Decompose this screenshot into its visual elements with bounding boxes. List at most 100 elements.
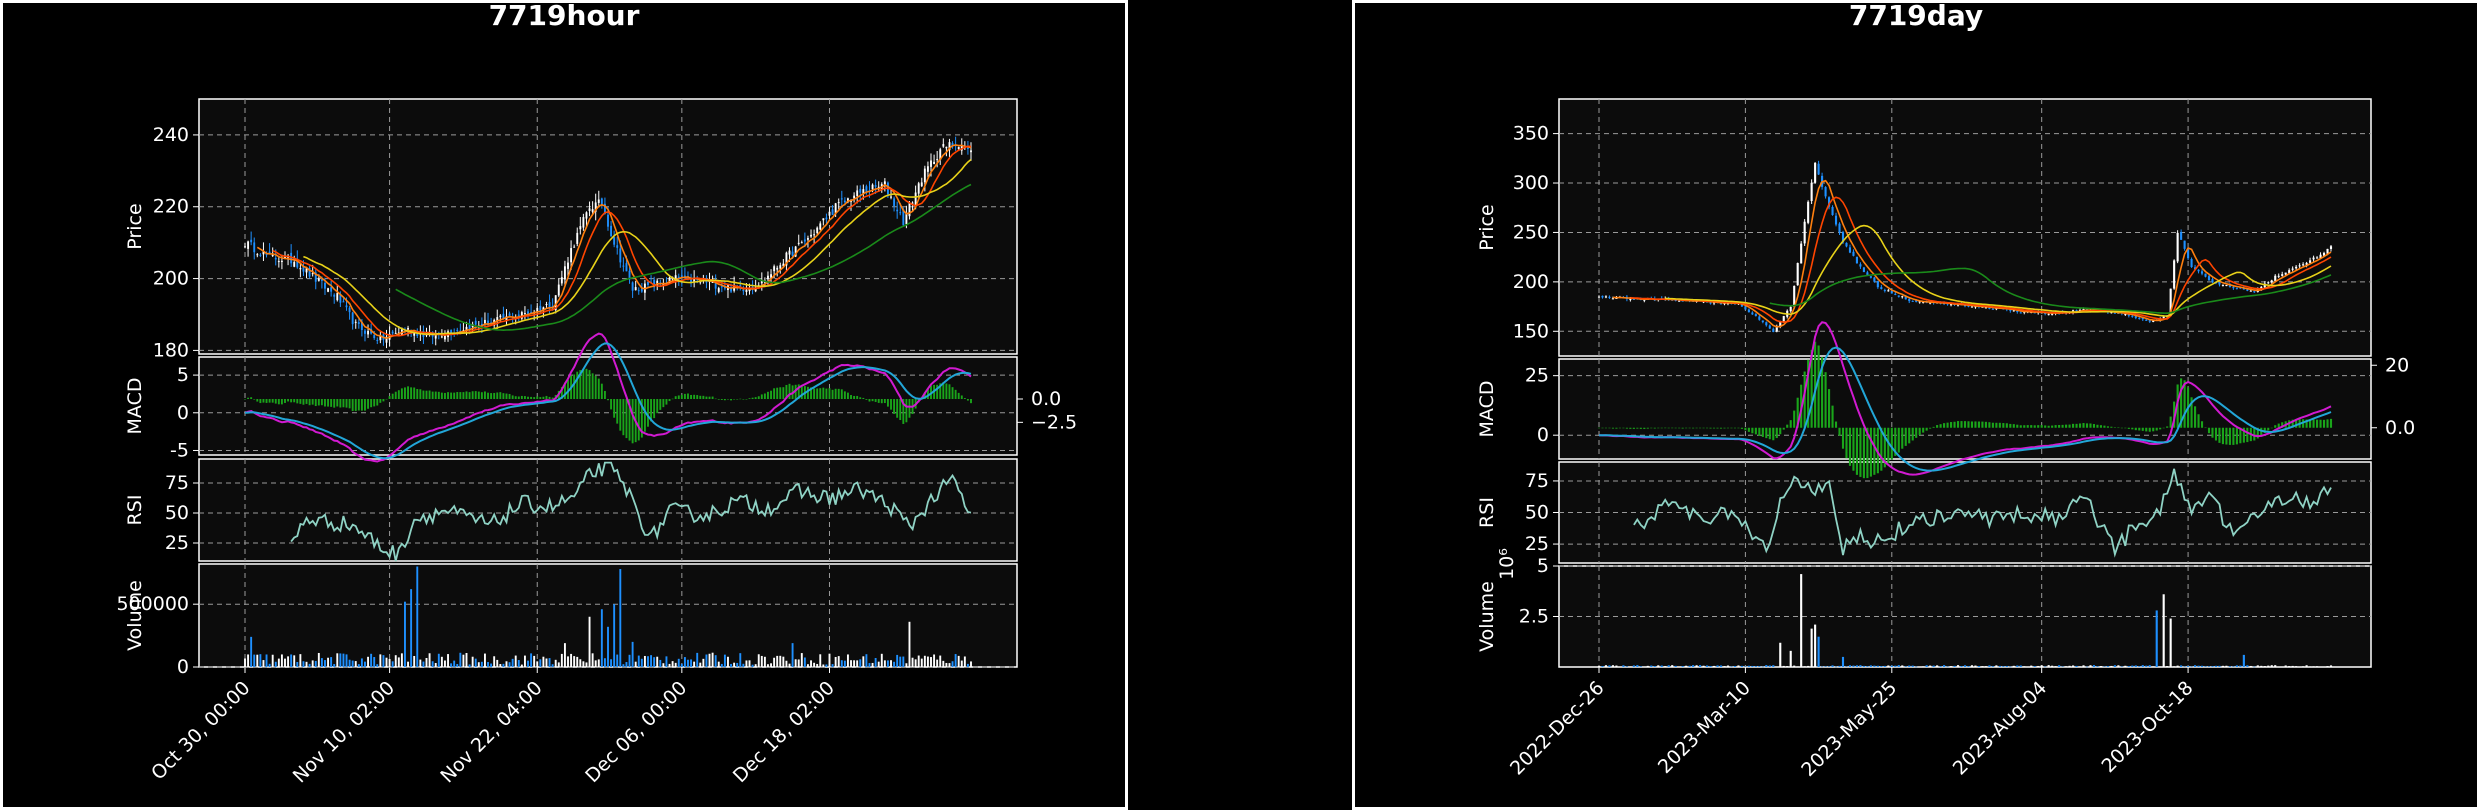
- candle-body: [579, 226, 582, 230]
- volume-bar: [1597, 665, 1601, 667]
- candle-body: [896, 209, 899, 212]
- macd-histogram-bar: [2159, 427, 2162, 430]
- volume-bar: [520, 664, 523, 667]
- candle-body: [2183, 240, 2186, 249]
- macd-histogram-bar: [1977, 421, 1981, 428]
- macd-histogram-bar: [2162, 427, 2165, 429]
- macd-histogram-bar: [957, 392, 960, 399]
- macd-histogram-bar: [1678, 427, 1681, 429]
- volume-bar: [807, 664, 809, 667]
- volume-bar: [2002, 666, 2005, 667]
- volume-bar: [705, 654, 708, 667]
- candle-body: [905, 212, 908, 225]
- volume-y-tick-label: 2.5: [1519, 606, 1549, 628]
- macd-histogram-bar: [588, 370, 591, 399]
- candle-body: [317, 278, 320, 281]
- volume-bar: [816, 663, 819, 667]
- volume-bar: [717, 661, 720, 667]
- macd-histogram-bar: [834, 388, 837, 399]
- volume-bar: [763, 656, 766, 667]
- volume-bar: [324, 660, 326, 667]
- macd-histogram-bar: [1855, 427, 1859, 475]
- volume-bar: [813, 662, 816, 667]
- macd-histogram-bar: [1608, 427, 1611, 429]
- candle-body: [2016, 311, 2019, 313]
- candle-body: [1751, 312, 1754, 315]
- candle-body: [1604, 296, 1608, 298]
- volume-bar: [2235, 665, 2238, 667]
- macd-histogram-bar: [763, 393, 766, 399]
- macd-histogram-bar: [391, 393, 394, 399]
- volume-bar: [505, 661, 508, 667]
- macd-histogram-bar: [542, 396, 545, 399]
- macd-histogram-bar: [671, 398, 674, 400]
- hourly-chart-canvas: Oct 30, 00:00 Nov 10, 02:00 Nov 22, 04:00 D…: [116, 98, 1077, 787]
- macd-axis-label: MACD: [1476, 381, 1498, 438]
- candle-body: [1789, 306, 1792, 312]
- volume-bar: [2232, 666, 2235, 667]
- macd-histogram-bar: [847, 392, 849, 399]
- price-y-tick-label: 180: [153, 339, 189, 361]
- macd-histogram-bar: [656, 399, 659, 414]
- candle-body: [1615, 297, 1618, 299]
- macd-histogram-bar: [379, 399, 382, 403]
- volume-bar: [751, 664, 754, 667]
- candle-body: [277, 261, 280, 263]
- macd-histogram-bar: [407, 386, 409, 399]
- macd-histogram-bar: [736, 398, 739, 400]
- candle-body: [610, 225, 613, 237]
- macd-histogram-bar: [1953, 421, 1956, 428]
- volume-bar: [404, 601, 406, 667]
- macd-histogram-bar: [2190, 397, 2193, 428]
- macd-histogram-bar: [1974, 421, 1977, 428]
- volume-bar: [600, 609, 603, 667]
- candle-body: [342, 301, 345, 303]
- volume-bar: [327, 657, 330, 667]
- candle-body: [819, 223, 822, 230]
- macd-histogram-bar: [280, 399, 283, 405]
- candle-body: [948, 142, 951, 151]
- macd-histogram-bar: [2005, 423, 2008, 428]
- macd-histogram-bar: [530, 396, 533, 399]
- volume-bar: [683, 657, 686, 667]
- volume-bar: [647, 656, 649, 667]
- macd-histogram-bar: [720, 399, 723, 400]
- candle-body: [767, 275, 769, 280]
- macd-histogram-bar: [2235, 427, 2238, 445]
- volume-bar: [480, 661, 483, 667]
- volume-bar: [2075, 665, 2078, 667]
- candle-body: [1845, 242, 1848, 247]
- macd-histogram-bar: [462, 392, 465, 399]
- candle-body: [2162, 316, 2165, 319]
- volume-bar: [1939, 666, 1942, 667]
- price-y-tick-label: 300: [1513, 172, 1549, 194]
- macd-histogram-bar: [1991, 422, 1994, 428]
- candle-body: [865, 186, 868, 193]
- hourly-chart-figure: 7719hour Oct 30, 00:00 Nov 10, 02:00 Nov 2…: [0, 0, 1128, 810]
- candle-body: [653, 279, 656, 288]
- volume-bar: [256, 654, 259, 667]
- macd-histogram-bar: [1845, 427, 1848, 459]
- candle-body: [625, 263, 628, 272]
- macd-histogram-bar: [945, 383, 948, 399]
- candle-body: [320, 279, 323, 281]
- macd-histogram-bar: [668, 399, 671, 402]
- macd-histogram-bar: [723, 399, 726, 401]
- volume-bar: [883, 660, 886, 667]
- macd-histogram-bar: [2092, 424, 2096, 428]
- macd-histogram-bar: [523, 396, 526, 399]
- volume-bar: [2061, 666, 2064, 668]
- candle-body: [776, 267, 779, 270]
- macd-histogram-bar: [573, 374, 576, 399]
- candle-body: [1775, 326, 1778, 332]
- candle-body: [1848, 247, 1852, 253]
- volume-bar: [370, 653, 373, 667]
- macd-histogram-bar: [650, 399, 653, 422]
- candle-body: [1929, 302, 1932, 304]
- volume-bar: [305, 661, 308, 667]
- volume-bar: [699, 662, 702, 667]
- candle-body: [1632, 298, 1635, 300]
- macd-histogram-bar: [1810, 349, 1813, 428]
- candle-body: [2145, 319, 2148, 321]
- volume-bar: [1712, 665, 1716, 667]
